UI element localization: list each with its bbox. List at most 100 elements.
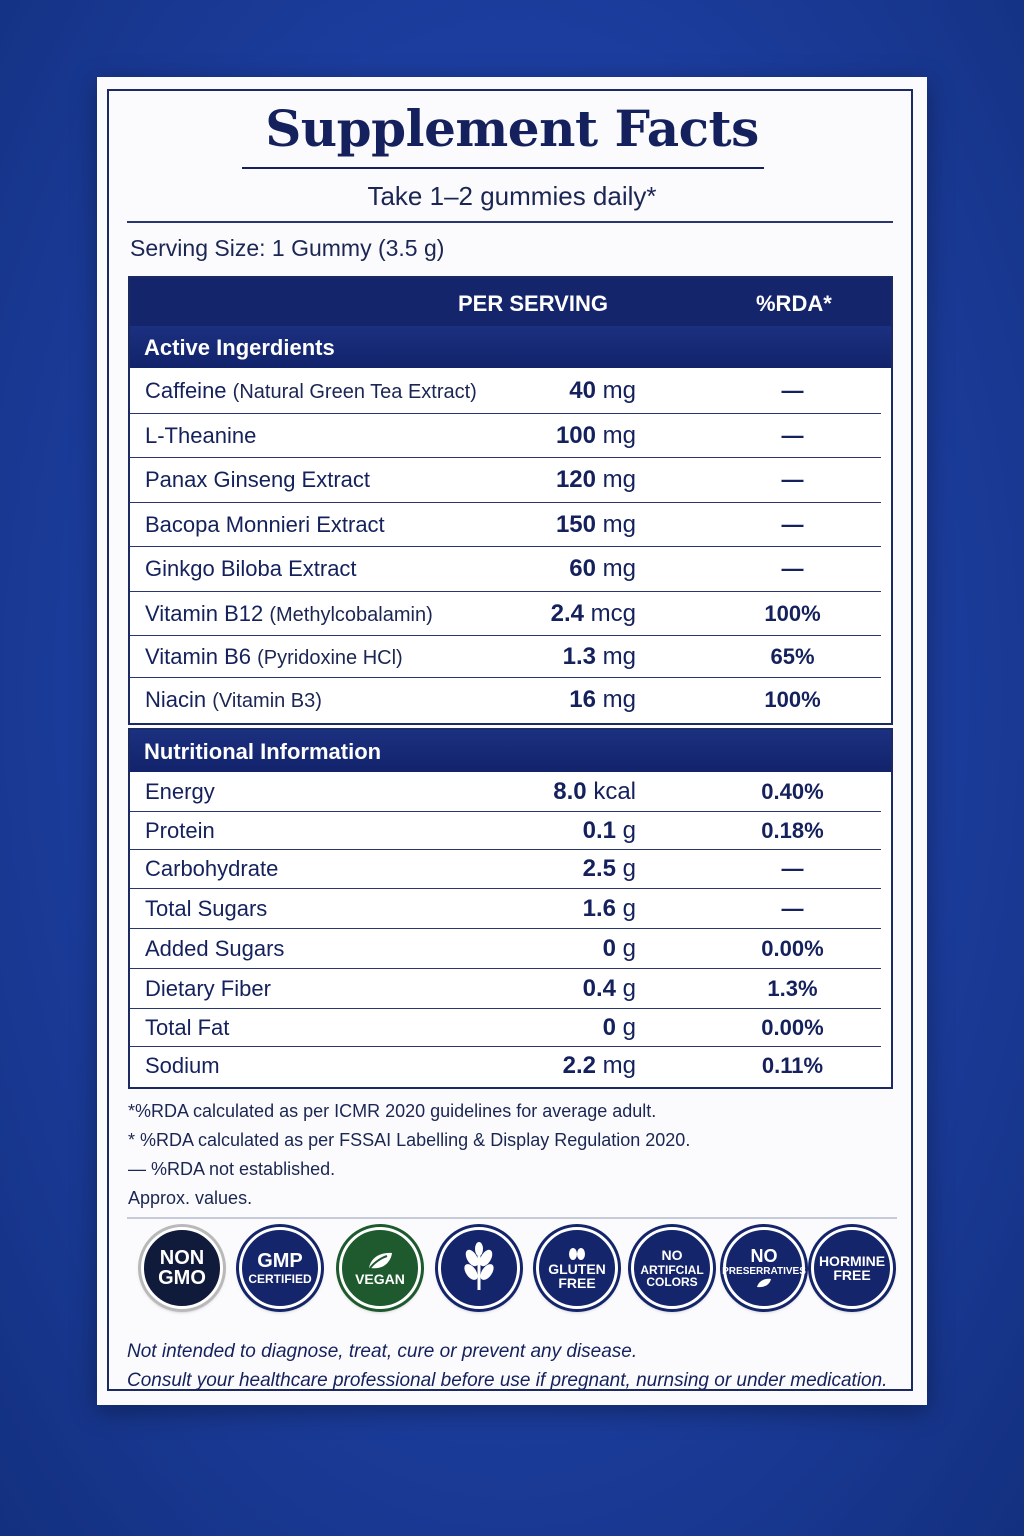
badge-text: GLUTEN <box>548 1261 606 1277</box>
badge-text: VEGAN <box>355 1271 405 1287</box>
nutrient-name: Panax Ginseng Extract <box>145 467 370 493</box>
footnote: *%RDA calculated as per ICMR 2020 guidel… <box>128 1101 657 1121</box>
badge-text: ARTIFCIAL COLORS <box>640 1263 704 1289</box>
badge-text: FREE <box>833 1267 871 1283</box>
nutrition-table: Nutritional Information Energy 8.0 kcal 0.… <box>128 728 893 1089</box>
amount-value: 2.2 <box>562 1052 596 1079</box>
rda-percent: — <box>781 895 804 921</box>
title-divider <box>242 167 764 169</box>
nutrient-label: Total Fat <box>145 1014 230 1040</box>
nutrient-name: Protein <box>145 818 215 844</box>
label-title: Supplement Facts <box>265 99 759 158</box>
rda-percent: — <box>781 422 804 448</box>
table-row: Niacin (Vitamin B3) 16 mg 100% <box>130 678 881 722</box>
nutrient-source: (Methylcobalamin) <box>269 603 433 626</box>
rda-percent: — <box>781 511 804 537</box>
rda-percent: 65% <box>770 643 815 669</box>
rda-header: %RDA* <box>756 291 832 316</box>
nutrient-label: Added Sugars <box>145 935 285 961</box>
nutrient-name: Sodium <box>145 1053 220 1079</box>
certification-badges: NON GMO GMP CERTIFIED VEGAN <box>141 1227 901 1317</box>
section-title: Nutritional Information <box>144 739 382 764</box>
amount-unit: g <box>622 816 636 844</box>
footnotes-divider <box>127 1217 897 1219</box>
nutrient-label: Dietary Fiber <box>145 975 271 1001</box>
amount-value: 100 <box>555 421 596 449</box>
no-artificial-colors-icon: NO ARTIFCIAL COLORS <box>631 1227 713 1309</box>
badge-text: GMP <box>257 1250 303 1272</box>
amount-per-serving: 1.3 mg <box>563 643 636 671</box>
amount-unit: g <box>622 894 636 922</box>
nutrient-name: Caffeine (Natural Green Tea Extract) <box>145 378 477 404</box>
amount-per-serving: 100 mg <box>556 422 636 450</box>
footnote: Approx. values. <box>128 1188 253 1208</box>
nutrient-name: Bacopa Monnieri Extract <box>145 512 385 538</box>
amount-unit: mg <box>602 376 636 404</box>
nutrient-label: Caffeine <box>145 377 227 403</box>
nutrient-name: Added Sugars <box>145 936 284 962</box>
disclaimer-line: Not intended to diagnose, treat, cure or… <box>127 1341 638 1362</box>
rda-percent: 100% <box>764 687 821 712</box>
footnotes: *%RDA calculated as per ICMR 2020 guidel… <box>128 1097 690 1213</box>
nutrient-label: Sodium <box>145 1053 220 1078</box>
label-border <box>107 89 913 1391</box>
amount-unit: g <box>622 934 636 962</box>
nutrition-heading: Nutritional Information <box>130 730 891 772</box>
rda-percent: — <box>781 377 804 403</box>
nutrient-name: Vitamin B6 (Pyridoxine HCl) <box>145 644 403 670</box>
table-header: PER SERVING %RDA* <box>130 278 891 326</box>
amount-per-serving: 8.0 kcal <box>553 778 636 806</box>
supplement-facts-label: Supplement Facts Take 1–2 gummies daily*… <box>97 77 927 1405</box>
amount-value: 0.1 <box>582 816 616 844</box>
leaf-icon <box>369 1252 392 1269</box>
badge-text: NO <box>661 1247 683 1263</box>
nutrient-name: Carbohydrate <box>145 856 278 882</box>
table-row: Bacopa Monnieri Extract 150 mg — <box>130 503 881 547</box>
rda-percent: — <box>781 856 804 881</box>
nutrient-label: Total Sugars <box>145 895 268 921</box>
amount-unit: g <box>622 855 636 882</box>
amount-value: 60 <box>569 555 596 582</box>
nutrient-name: Ginkgo Biloba Extract <box>145 556 357 582</box>
nutrient-label: Bacopa Monnieri Extract <box>145 511 385 537</box>
per-serving-header: PER SERVING <box>458 291 608 316</box>
grain-icon <box>569 1248 585 1260</box>
badge-text: FREE <box>558 1275 596 1291</box>
amount-value: 0.4 <box>582 974 616 1002</box>
table-row: L-Theanine 100 mg — <box>130 414 881 458</box>
amount-per-serving: 0.4 g <box>583 975 636 1003</box>
nutrient-name: Total Sugars <box>145 896 267 922</box>
disclaimer-line: Consult your healthcare professional bef… <box>127 1370 888 1391</box>
nutrient-label: Carbohydrate <box>145 856 279 881</box>
active-ingredients-rows: Caffeine (Natural Green Tea Extract) 40 m… <box>130 368 891 722</box>
no-preservatives-icon: NO PRESERRATIVES <box>722 1227 806 1309</box>
disclaimer: Not intended to diagnose, treat, cure or… <box>127 1337 887 1395</box>
rda-percent: 1.3% <box>767 975 818 1001</box>
rda-percent: 0.00% <box>761 1014 824 1040</box>
amount-value: 0 <box>602 934 616 962</box>
vegan-leaf-icon: VEGAN <box>339 1227 421 1309</box>
amount-per-serving: 2.5 g <box>583 855 636 883</box>
table-row: Dietary Fiber 0.4 g 1.3% <box>130 969 881 1009</box>
amount-per-serving: 60 mg <box>569 555 636 583</box>
nutrient-label: Energy <box>145 778 215 804</box>
amount-value: 120 <box>555 466 596 493</box>
table-row: Total Fat 0 g 0.00% <box>130 1009 881 1047</box>
table-row: Vitamin B6 (Pyridoxine HCl) 1.3 mg 65% <box>130 636 881 678</box>
amount-per-serving: 2.2 mg <box>563 1052 636 1080</box>
nutrient-name: L-Theanine <box>145 423 256 449</box>
table-row: Ginkgo Biloba Extract 60 mg — <box>130 547 881 592</box>
nutrient-name: Niacin (Vitamin B3) <box>145 687 322 713</box>
gmp-certified-icon: GMP CERTIFIED <box>239 1227 321 1309</box>
amount-per-serving: 1.6 g <box>583 895 636 923</box>
rda-percent: 0.11% <box>761 1053 824 1078</box>
amount-value: 40 <box>569 376 596 404</box>
amount-per-serving: 0.1 g <box>583 817 636 845</box>
table-row: Panax Ginseng Extract 120 mg — <box>130 458 881 503</box>
table-row: Protein 0.1 g 0.18% <box>130 812 881 850</box>
nutrient-name: Energy <box>145 779 215 805</box>
nutrient-label: Protein <box>145 817 215 843</box>
hormone-free-icon: HORMINE FREE <box>811 1227 893 1309</box>
amount-unit: mg <box>602 510 636 538</box>
wheat-icon <box>438 1227 520 1309</box>
